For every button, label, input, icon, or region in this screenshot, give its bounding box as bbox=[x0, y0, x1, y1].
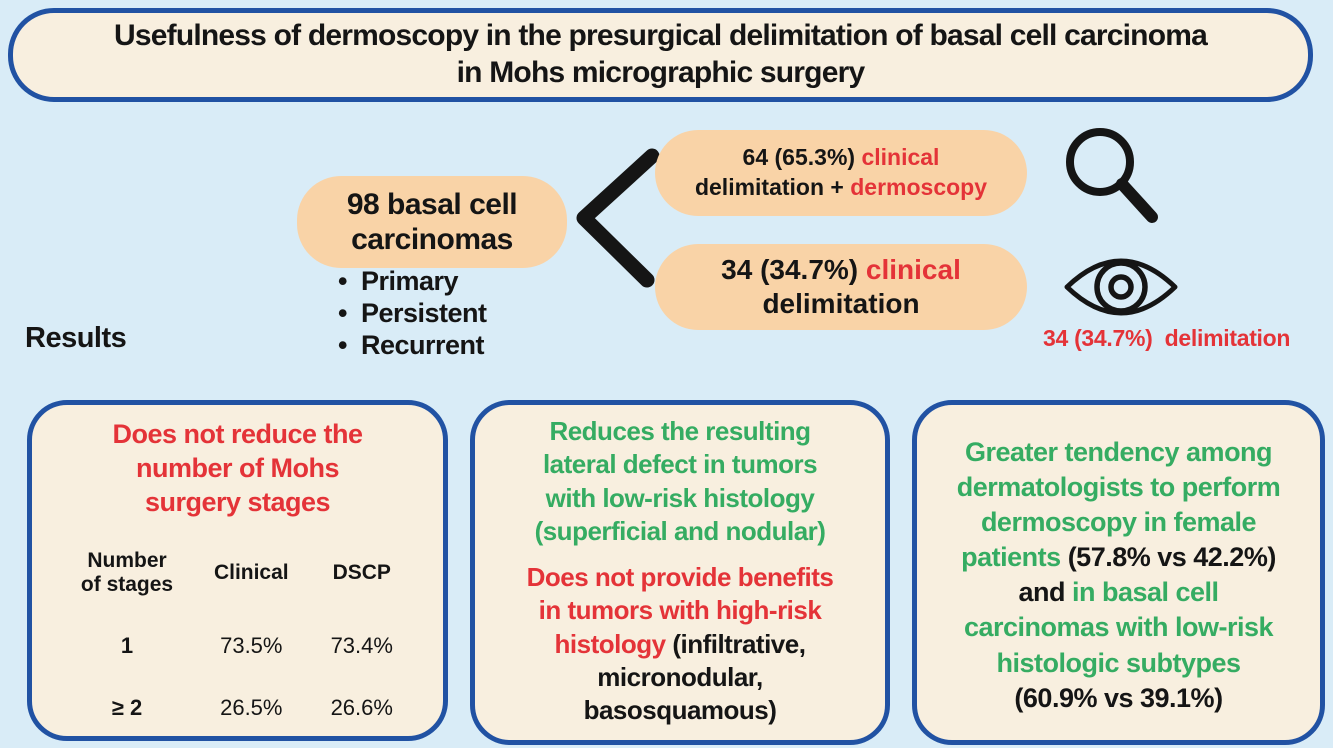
text-line: patients (57.8% vs 42.2%) bbox=[961, 542, 1276, 573]
text-line: delimitation bbox=[762, 288, 920, 319]
bullet-item: Recurrent bbox=[338, 330, 487, 362]
text-line: (superficial and nodular) bbox=[534, 515, 826, 546]
table-cell: ≥ 2 bbox=[111, 695, 143, 721]
eye-caption: 34 (34.7%) delimitation bbox=[1043, 325, 1291, 351]
table-cell: 73.5% bbox=[220, 633, 283, 659]
magnifier-icon bbox=[1066, 128, 1158, 223]
bcc-type-bullet-list: Primary Persistent Recurrent bbox=[338, 266, 487, 362]
text-line: delimitation + dermoscopy bbox=[694, 174, 988, 200]
table-header-stages: Number of stages bbox=[80, 549, 174, 597]
text-line: surgery stages bbox=[144, 487, 331, 518]
results-label: Results bbox=[25, 322, 127, 354]
text-line: lateral defect in tumors bbox=[542, 449, 818, 480]
text-line: Greater tendency among bbox=[964, 437, 1273, 467]
defect-benefit-paragraph: Reduces the resulting lateral defect in t… bbox=[475, 415, 885, 548]
stages-table: Number of stages Clinical DSCP 1 73.5% 7… bbox=[58, 549, 417, 721]
branch-pill-dermoscopy: 64 (65.3%) clinical delimitation + dermos… bbox=[655, 130, 1027, 216]
table-cell: 26.6% bbox=[330, 695, 393, 721]
table-cell: 1 bbox=[120, 633, 134, 659]
text-line: and in basal cell bbox=[1018, 577, 1219, 608]
table-cell: 26.5% bbox=[220, 695, 283, 721]
source-pill-98-bcc: 98 basal cell carcinomas bbox=[297, 176, 567, 268]
text-line: micronodular, bbox=[597, 661, 763, 692]
defect-no-benefit-paragraph: Does not provide benefits in tumors with … bbox=[475, 561, 885, 727]
source-pill-line-2: carcinomas bbox=[351, 223, 513, 256]
card-lateral-defect: Reduces the resulting lateral defect in t… bbox=[470, 400, 890, 745]
text-line: dermoscopy in female bbox=[980, 507, 1257, 538]
text-line: Does not reduce the bbox=[112, 419, 363, 449]
title-banner: Usefulness of dermoscopy in the presurgi… bbox=[8, 8, 1313, 102]
text-line: histologic subtypes bbox=[996, 647, 1241, 678]
bullet-item: Primary bbox=[338, 266, 487, 298]
table-cell: 73.4% bbox=[330, 633, 393, 659]
text-line: Does not provide benefits bbox=[526, 562, 834, 593]
title-line-1: Usefulness of dermoscopy in the presurgi… bbox=[114, 19, 1208, 53]
table-header-clinical: Clinical bbox=[213, 561, 289, 585]
title-line-2: in Mohs micrographic surgery bbox=[456, 56, 866, 89]
text-line: histology (infiltrative, bbox=[554, 628, 806, 659]
card-mohs-stages: Does not reduce the number of Mohs surgery… bbox=[27, 400, 448, 741]
tendency-paragraph: Greater tendency among dermatologists to … bbox=[917, 435, 1320, 716]
source-pill-line-1: 98 basal cell bbox=[346, 187, 518, 221]
text-line: 64 (65.3%) clinical bbox=[742, 144, 940, 171]
card-stages-title: Does not reduce the number of Mohs surgery… bbox=[32, 417, 443, 519]
table-header-dscp: DSCP bbox=[332, 561, 391, 585]
text-line: in tumors with high-risk bbox=[538, 595, 822, 626]
text-line: dermatologists to perform bbox=[956, 472, 1281, 503]
eye-icon bbox=[1064, 258, 1178, 316]
bullet-item: Persistent bbox=[338, 298, 487, 330]
text-line: basosquamous) bbox=[583, 695, 777, 726]
text-line: number of Mohs bbox=[136, 453, 340, 484]
text-line: (60.9% vs 39.1%) bbox=[1014, 682, 1223, 713]
card-dermoscopy-tendency: Greater tendency among dermatologists to … bbox=[912, 400, 1325, 745]
text-line: 34 (34.7%) clinical bbox=[721, 254, 961, 286]
text-line: with low-risk histology bbox=[545, 482, 815, 513]
branch-chevron-icon bbox=[576, 148, 660, 288]
text-line: Reduces the resulting bbox=[549, 416, 811, 446]
branch-pill-clinical: 34 (34.7%) clinical delimitation bbox=[655, 244, 1027, 330]
text-line: carcinomas with low-risk bbox=[963, 612, 1274, 643]
